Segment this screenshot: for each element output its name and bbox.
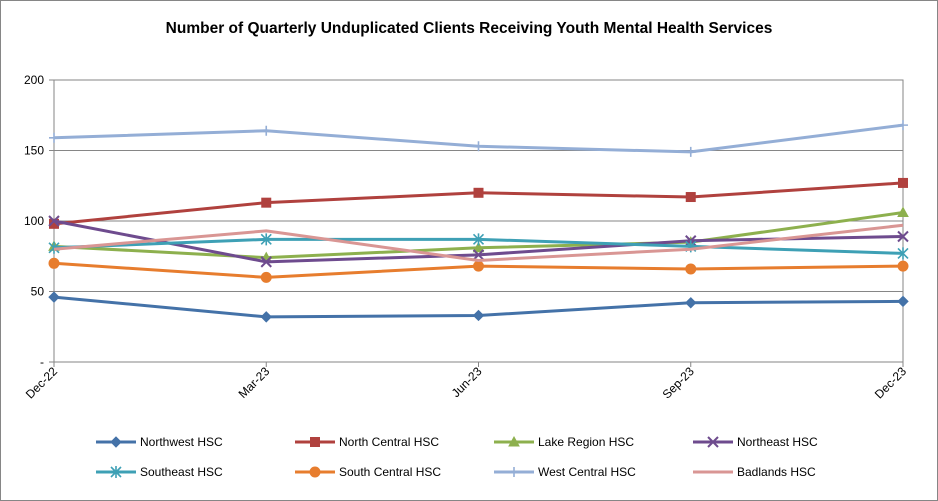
data-point (49, 218, 59, 229)
series-badlands-hsc (53, 223, 904, 262)
legend-label: Northwest HSC (140, 435, 223, 449)
data-point (898, 120, 908, 131)
legend-item: Northeast HSC (693, 435, 818, 449)
legend-marker (110, 466, 122, 478)
data-point (897, 295, 909, 308)
chart-title: Number of Quarterly Unduplicated Clients… (166, 20, 773, 37)
legend-marker (707, 436, 719, 448)
series-northeast-hsc (48, 215, 909, 268)
series-west-central-hsc (49, 120, 908, 157)
data-point (261, 197, 272, 208)
legend-item: Southeast HSC (96, 465, 223, 479)
data-point (897, 247, 909, 260)
data-point (685, 297, 697, 309)
data-point (472, 309, 485, 322)
legend-marker (110, 436, 122, 448)
data-point (48, 291, 60, 303)
data-point (260, 233, 272, 246)
data-point (898, 177, 908, 188)
y-tick-label: 50 (31, 285, 45, 299)
series-north-central-hsc (49, 177, 908, 229)
legend-label: South Central HSC (339, 465, 441, 479)
data-point (48, 257, 60, 269)
legend-item: West Central HSC (494, 465, 636, 479)
series-northwest-hsc (48, 291, 909, 323)
y-tick-label: 200 (24, 73, 44, 87)
legend-label: West Central HSC (538, 465, 636, 479)
data-point (48, 215, 60, 227)
data-point (897, 230, 909, 243)
legend-label: Northeast HSC (737, 435, 818, 449)
legend-label: North Central HSC (339, 435, 439, 449)
legend-label: Lake Region HSC (538, 435, 634, 449)
data-point (473, 187, 484, 198)
legend-item: South Central HSC (295, 465, 441, 479)
legend-item: Lake Region HSC (494, 435, 634, 449)
legend-marker (509, 467, 519, 477)
legend: Northwest HSC North Central HSC Lake Regio… (96, 435, 818, 479)
data-point (897, 260, 909, 272)
data-point (472, 249, 485, 261)
legend-marker (309, 466, 321, 478)
data-point (897, 206, 909, 218)
legend-marker (310, 437, 320, 447)
series-southeast-hsc (48, 233, 909, 260)
y-tick-label: 150 (24, 144, 44, 158)
y-tick-label: - (40, 355, 44, 369)
legend-label: Southeast HSC (140, 465, 223, 479)
legend-item: North Central HSC (295, 435, 439, 449)
series-south-central-hsc (48, 257, 909, 283)
data-point (685, 192, 696, 203)
series-line (53, 223, 904, 262)
data-point (685, 146, 696, 157)
data-point (685, 263, 697, 275)
y-tick-label: 100 (24, 214, 44, 228)
data-point (260, 271, 272, 283)
legend-marker (508, 435, 520, 447)
data-point (472, 241, 485, 253)
data-point (473, 260, 484, 272)
data-point (261, 125, 272, 136)
data-point (260, 311, 272, 323)
data-point (473, 141, 484, 152)
data-point (472, 233, 485, 246)
data-point (260, 256, 272, 268)
legend-item: Badlands HSC (693, 465, 816, 479)
data-point (49, 132, 59, 143)
legend-label: Badlands HSC (737, 465, 816, 479)
legend-item: Northwest HSC (96, 435, 223, 449)
